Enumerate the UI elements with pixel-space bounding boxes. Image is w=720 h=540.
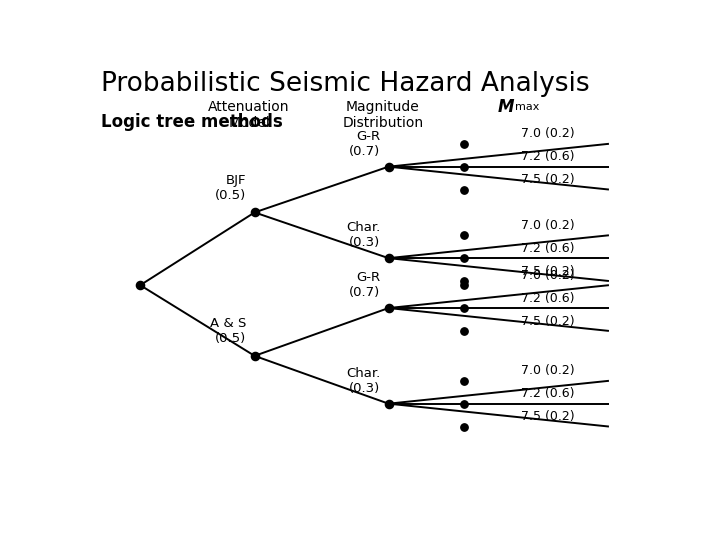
Text: 7.0 (0.2): 7.0 (0.2)	[521, 269, 575, 282]
Text: M: M	[498, 98, 514, 116]
Text: A & S
(0.5): A & S (0.5)	[210, 318, 246, 346]
Point	[458, 231, 469, 240]
Text: 7.2 (0.6): 7.2 (0.6)	[521, 387, 575, 400]
Text: 7.5 (0.2): 7.5 (0.2)	[521, 315, 575, 328]
Point	[458, 163, 469, 171]
Text: 7.0 (0.2): 7.0 (0.2)	[521, 127, 575, 140]
Text: Char.
(0.3): Char. (0.3)	[346, 367, 380, 395]
Point	[458, 303, 469, 312]
Text: 7.0 (0.2): 7.0 (0.2)	[521, 364, 575, 377]
Point	[458, 185, 469, 194]
Point	[458, 139, 469, 148]
Point	[458, 327, 469, 335]
Point	[383, 303, 395, 312]
Point	[458, 422, 469, 431]
Text: 7.2 (0.6): 7.2 (0.6)	[521, 242, 575, 255]
Point	[458, 281, 469, 289]
Text: Char.
(0.3): Char. (0.3)	[346, 221, 380, 249]
Text: 7.5 (0.2): 7.5 (0.2)	[521, 265, 575, 278]
Point	[249, 352, 261, 360]
Text: 7.0 (0.2): 7.0 (0.2)	[521, 219, 575, 232]
Point	[383, 400, 395, 408]
Point	[458, 254, 469, 262]
Text: 7.2 (0.6): 7.2 (0.6)	[521, 292, 575, 305]
Text: 7.5 (0.2): 7.5 (0.2)	[521, 173, 575, 186]
Text: 7.2 (0.6): 7.2 (0.6)	[521, 150, 575, 163]
Point	[383, 254, 395, 262]
Text: G-R
(0.7): G-R (0.7)	[349, 271, 380, 299]
Point	[383, 163, 395, 171]
Text: max: max	[516, 102, 539, 112]
Text: 7.5 (0.2): 7.5 (0.2)	[521, 410, 575, 423]
Point	[249, 208, 261, 217]
Point	[458, 400, 469, 408]
Text: Magnitude
Distribution: Magnitude Distribution	[343, 100, 423, 130]
Text: BJF
(0.5): BJF (0.5)	[215, 174, 246, 202]
Point	[458, 276, 469, 285]
Point	[458, 376, 469, 385]
Text: Attenuation
Model: Attenuation Model	[208, 100, 289, 130]
Text: Probabilistic Seismic Hazard Analysis: Probabilistic Seismic Hazard Analysis	[101, 71, 590, 97]
Text: G-R
(0.7): G-R (0.7)	[349, 130, 380, 158]
Text: Logic tree methods: Logic tree methods	[101, 113, 283, 131]
Point	[135, 281, 146, 289]
